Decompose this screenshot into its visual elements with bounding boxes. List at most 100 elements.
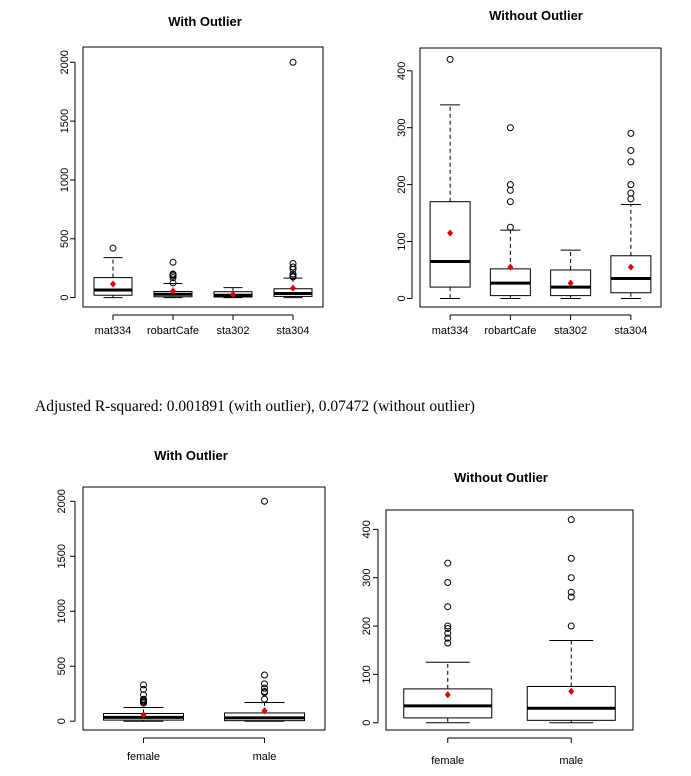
mean-marker bbox=[290, 284, 296, 292]
outlier-point bbox=[261, 680, 268, 688]
outlier-point bbox=[444, 579, 452, 587]
outlier-point bbox=[261, 688, 268, 696]
chart-title: Without Outlier bbox=[454, 470, 548, 485]
outlier-point bbox=[169, 279, 177, 287]
outlier-point bbox=[627, 181, 635, 189]
mean-marker bbox=[447, 229, 454, 237]
category-label: male bbox=[559, 755, 583, 767]
y-tick-label: 100 bbox=[361, 665, 373, 683]
outlier-point bbox=[289, 259, 297, 267]
outlier-point bbox=[444, 624, 452, 632]
outlier-point bbox=[567, 588, 575, 596]
y-tick-label: 200 bbox=[361, 617, 373, 635]
chart-with-outlier-courses: With Outlier 0 500 1000 1500 2000 mat334 robar… bbox=[59, 14, 324, 337]
x-axis: female male bbox=[431, 737, 583, 767]
category-label: sta304 bbox=[276, 325, 309, 337]
y-tick-label: 300 bbox=[361, 569, 373, 587]
plot-frame bbox=[419, 47, 662, 308]
outlier-point bbox=[506, 186, 514, 194]
category-label: sta302 bbox=[216, 325, 249, 337]
outlier-point bbox=[627, 189, 635, 197]
outlier-point bbox=[506, 223, 514, 231]
outlier-point bbox=[567, 554, 575, 562]
outlier-point bbox=[261, 497, 268, 505]
y-axis: 0 500 1000 1500 2000 bbox=[56, 489, 76, 724]
outlier-point bbox=[627, 195, 635, 203]
outlier-point bbox=[446, 55, 454, 63]
box-group-female bbox=[403, 559, 493, 724]
y-tick-label: 1000 bbox=[56, 599, 68, 623]
x-axis: mat334 robartCafe sta302 sta304 bbox=[432, 314, 647, 337]
category-label: mat334 bbox=[432, 325, 469, 337]
outlier-point bbox=[140, 691, 147, 699]
y-tick-label: 0 bbox=[56, 718, 68, 724]
outlier-point bbox=[444, 622, 452, 630]
y-tick-label: 100 bbox=[396, 232, 408, 250]
y-tick-label: 400 bbox=[396, 62, 408, 80]
box-group-mat334 bbox=[93, 244, 133, 299]
outlier-point bbox=[444, 559, 452, 567]
mean-marker bbox=[230, 290, 236, 298]
y-tick-label: 0 bbox=[396, 295, 408, 301]
plot-frame bbox=[82, 46, 324, 308]
plot-frame bbox=[82, 486, 326, 731]
outlier-point bbox=[444, 639, 452, 647]
mean-marker bbox=[568, 687, 575, 695]
box bbox=[429, 201, 471, 288]
y-tick-label: 500 bbox=[59, 230, 71, 248]
y-tick-label: 1500 bbox=[59, 109, 71, 133]
box-group-robartcafe bbox=[153, 258, 193, 299]
category-label: female bbox=[127, 751, 160, 763]
y-axis: 0 100 200 300 400 bbox=[361, 520, 379, 726]
outlier-point bbox=[627, 146, 635, 154]
chart-without-outlier-gender: Without Outlier 0 100 200 300 400 female male bbox=[361, 470, 634, 767]
outlier-point bbox=[169, 270, 177, 278]
outlier-point bbox=[627, 158, 635, 166]
y-tick-label: 1000 bbox=[59, 168, 71, 192]
outlier-point bbox=[169, 258, 177, 266]
outlier-point bbox=[567, 593, 575, 601]
box-group-mat334 bbox=[429, 55, 471, 299]
outlier-point bbox=[506, 198, 514, 206]
mean-marker bbox=[507, 263, 514, 271]
outlier-point bbox=[506, 124, 514, 132]
chart-title: Without Outlier bbox=[489, 8, 583, 23]
mean-marker bbox=[170, 287, 176, 295]
box-group-sta302 bbox=[213, 287, 253, 299]
y-tick-label: 500 bbox=[56, 657, 68, 675]
outlier-point bbox=[289, 263, 297, 271]
outlier-point bbox=[261, 695, 268, 703]
outlier-point bbox=[444, 603, 452, 611]
category-label: mat334 bbox=[95, 325, 132, 337]
mean-marker bbox=[110, 280, 116, 288]
chart-title: With Outlier bbox=[154, 448, 228, 463]
chart-title: With Outlier bbox=[168, 14, 242, 29]
category-label: sta302 bbox=[554, 325, 587, 337]
box-group-robartcafe bbox=[489, 124, 531, 299]
category-label: robartCafe bbox=[147, 325, 199, 337]
outlier-point bbox=[261, 671, 268, 679]
outlier-point bbox=[140, 695, 147, 703]
category-label: male bbox=[253, 751, 277, 763]
outlier-point bbox=[289, 270, 297, 278]
box-group-male bbox=[526, 516, 616, 724]
plot-frame bbox=[385, 509, 634, 731]
y-tick-label: 200 bbox=[396, 175, 408, 193]
box bbox=[610, 255, 652, 294]
y-tick-label: 0 bbox=[361, 720, 373, 726]
y-tick-label: 0 bbox=[59, 295, 71, 301]
box-group-sta304 bbox=[610, 129, 652, 299]
mean-marker bbox=[567, 279, 574, 287]
mean-marker bbox=[140, 711, 147, 719]
mean-marker bbox=[627, 263, 634, 271]
outlier-point bbox=[567, 622, 575, 630]
y-tick-label: 1500 bbox=[56, 544, 68, 568]
category-label: female bbox=[431, 755, 464, 767]
box-group-sta302 bbox=[550, 249, 592, 299]
box-group-sta304 bbox=[273, 58, 313, 299]
y-axis: 0 100 200 300 400 bbox=[396, 62, 413, 302]
outlier-point bbox=[567, 516, 575, 524]
x-axis: mat334 robartCafe sta302 sta304 bbox=[95, 314, 310, 337]
outlier-point bbox=[140, 685, 147, 693]
y-tick-label: 400 bbox=[361, 520, 373, 538]
